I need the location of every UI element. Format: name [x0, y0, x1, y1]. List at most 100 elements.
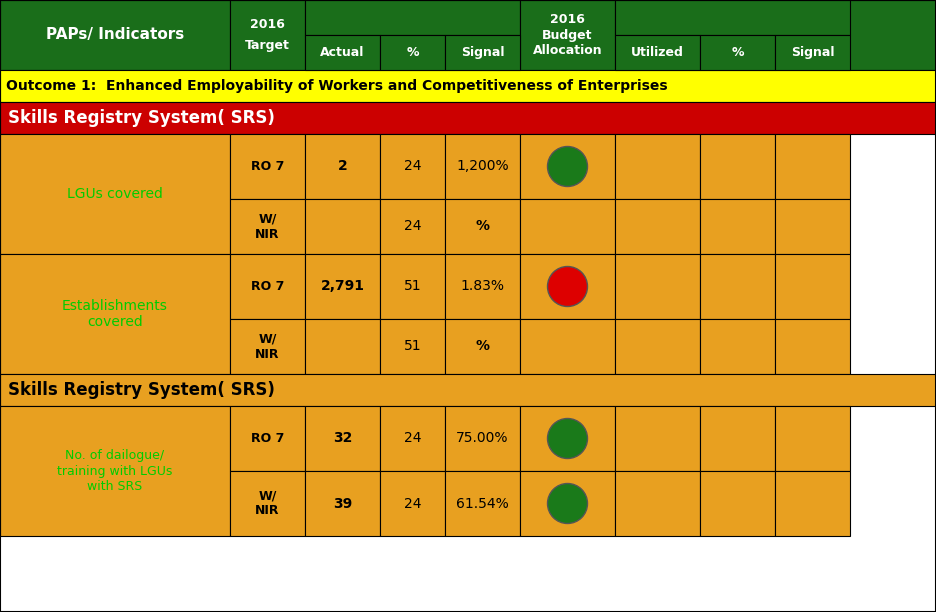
Text: 1.83%: 1.83% [461, 280, 505, 294]
Text: Target: Target [245, 39, 290, 52]
FancyBboxPatch shape [615, 0, 850, 35]
FancyBboxPatch shape [775, 35, 850, 70]
Text: RO 7: RO 7 [251, 432, 285, 445]
Text: 24: 24 [403, 220, 421, 234]
FancyBboxPatch shape [700, 134, 775, 199]
Text: 61.54%: 61.54% [456, 496, 509, 510]
Text: 51: 51 [403, 280, 421, 294]
FancyBboxPatch shape [230, 199, 305, 254]
Text: LGUs covered: LGUs covered [67, 187, 163, 201]
Text: 1,200%: 1,200% [456, 160, 509, 173]
Text: Allocation: Allocation [533, 44, 602, 57]
FancyBboxPatch shape [775, 319, 850, 374]
Text: %: % [475, 220, 490, 234]
FancyBboxPatch shape [615, 319, 700, 374]
FancyBboxPatch shape [775, 471, 850, 536]
Text: %: % [731, 46, 744, 59]
FancyBboxPatch shape [520, 319, 615, 374]
FancyBboxPatch shape [520, 199, 615, 254]
FancyBboxPatch shape [700, 406, 775, 471]
Text: Budget: Budget [542, 29, 592, 42]
FancyBboxPatch shape [380, 35, 445, 70]
Circle shape [548, 266, 588, 307]
Text: Outcome 1:  Enhanced Employability of Workers and Competitiveness of Enterprises: Outcome 1: Enhanced Employability of Wor… [6, 79, 667, 93]
Text: 2: 2 [338, 160, 347, 173]
FancyBboxPatch shape [305, 319, 380, 374]
FancyBboxPatch shape [305, 0, 520, 35]
Text: Signal: Signal [461, 46, 505, 59]
FancyBboxPatch shape [445, 319, 520, 374]
FancyBboxPatch shape [380, 199, 445, 254]
FancyBboxPatch shape [775, 199, 850, 254]
FancyBboxPatch shape [520, 406, 615, 471]
FancyBboxPatch shape [775, 406, 850, 471]
FancyBboxPatch shape [615, 254, 700, 319]
FancyBboxPatch shape [775, 254, 850, 319]
Text: Signal: Signal [791, 46, 834, 59]
FancyBboxPatch shape [305, 471, 380, 536]
FancyBboxPatch shape [445, 406, 520, 471]
FancyBboxPatch shape [380, 471, 445, 536]
Text: 2,791: 2,791 [320, 280, 364, 294]
FancyBboxPatch shape [380, 254, 445, 319]
FancyBboxPatch shape [230, 0, 305, 70]
FancyBboxPatch shape [230, 134, 305, 199]
FancyBboxPatch shape [700, 254, 775, 319]
Text: 32: 32 [333, 431, 352, 446]
Text: RO 7: RO 7 [251, 280, 285, 293]
FancyBboxPatch shape [615, 199, 700, 254]
Text: RO 7: RO 7 [251, 160, 285, 173]
FancyBboxPatch shape [0, 134, 230, 254]
FancyBboxPatch shape [380, 319, 445, 374]
Text: %: % [406, 46, 418, 59]
FancyBboxPatch shape [0, 254, 230, 374]
FancyBboxPatch shape [615, 406, 700, 471]
FancyBboxPatch shape [305, 35, 380, 70]
FancyBboxPatch shape [445, 134, 520, 199]
FancyBboxPatch shape [305, 254, 380, 319]
FancyBboxPatch shape [445, 199, 520, 254]
FancyBboxPatch shape [615, 35, 700, 70]
FancyBboxPatch shape [380, 406, 445, 471]
Text: Skills Registry System( SRS): Skills Registry System( SRS) [8, 109, 275, 127]
Circle shape [548, 483, 588, 523]
Text: 51: 51 [403, 340, 421, 354]
FancyBboxPatch shape [700, 35, 775, 70]
FancyBboxPatch shape [0, 70, 936, 102]
FancyBboxPatch shape [0, 102, 936, 134]
FancyBboxPatch shape [520, 0, 615, 70]
FancyBboxPatch shape [0, 374, 936, 406]
FancyBboxPatch shape [520, 471, 615, 536]
FancyBboxPatch shape [700, 199, 775, 254]
FancyBboxPatch shape [230, 471, 305, 536]
Text: W/
NIR: W/ NIR [256, 212, 280, 241]
FancyBboxPatch shape [700, 319, 775, 374]
FancyBboxPatch shape [775, 134, 850, 199]
FancyBboxPatch shape [700, 471, 775, 536]
Text: Establishments
covered: Establishments covered [62, 299, 168, 329]
FancyBboxPatch shape [445, 35, 520, 70]
Text: 24: 24 [403, 431, 421, 446]
Text: 39: 39 [333, 496, 352, 510]
Text: 24: 24 [403, 160, 421, 173]
FancyBboxPatch shape [0, 0, 936, 70]
Text: 2016: 2016 [550, 13, 585, 26]
Text: %: % [475, 340, 490, 354]
FancyBboxPatch shape [615, 471, 700, 536]
FancyBboxPatch shape [305, 134, 380, 199]
FancyBboxPatch shape [0, 406, 230, 536]
Text: W/
NIR: W/ NIR [256, 490, 280, 518]
FancyBboxPatch shape [305, 199, 380, 254]
FancyBboxPatch shape [230, 406, 305, 471]
FancyBboxPatch shape [230, 254, 305, 319]
FancyBboxPatch shape [380, 134, 445, 199]
Text: Utilized: Utilized [631, 46, 684, 59]
Text: Actual: Actual [320, 46, 365, 59]
Text: 2016: 2016 [250, 18, 285, 31]
FancyBboxPatch shape [445, 471, 520, 536]
FancyBboxPatch shape [0, 0, 230, 70]
Circle shape [548, 146, 588, 187]
Text: 75.00%: 75.00% [456, 431, 509, 446]
Text: Skills Registry System( SRS): Skills Registry System( SRS) [8, 381, 275, 399]
Text: PAPs/ Indicators: PAPs/ Indicators [46, 28, 184, 42]
